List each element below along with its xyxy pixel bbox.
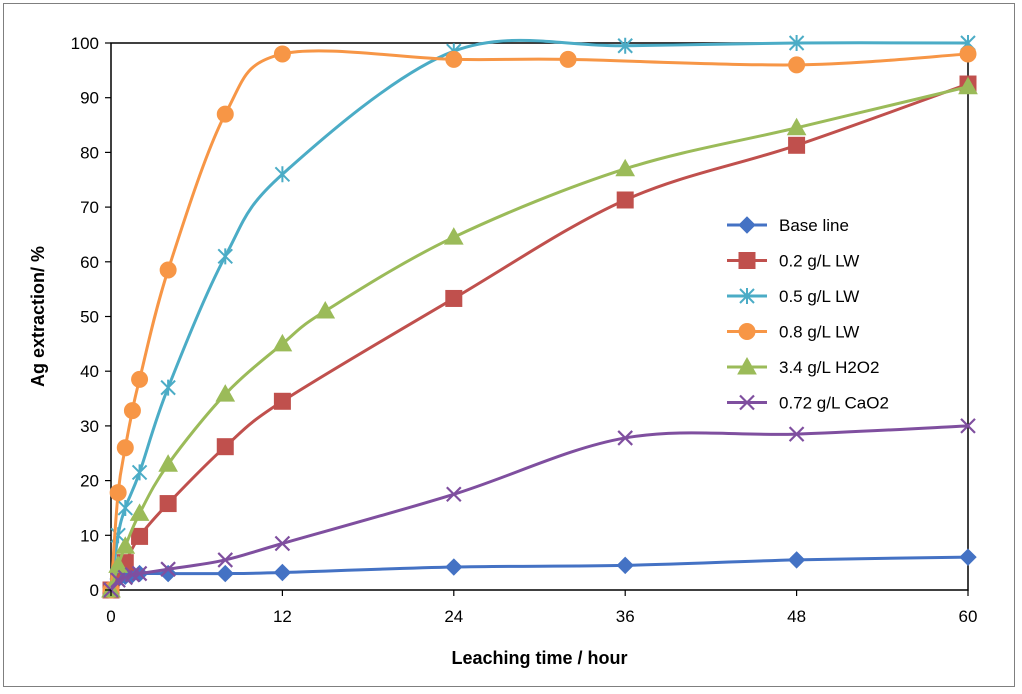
data-point [216, 105, 234, 123]
y-tick-label: 20 [80, 472, 99, 491]
legend-label: Base line [779, 216, 849, 235]
y-tick-label: 40 [80, 362, 99, 381]
data-point [617, 37, 633, 54]
legend-label: 3.4 g/L H2O2 [779, 358, 880, 377]
y-tick-label: 30 [80, 417, 99, 436]
data-point [959, 45, 977, 63]
x-tick-label: 0 [106, 607, 115, 626]
data-point [215, 384, 236, 402]
legend-item: Base line [727, 216, 849, 235]
series-3-4-g-l-h2o2 [101, 76, 978, 598]
data-point [129, 503, 150, 521]
legend-item: 3.4 g/L H2O2 [727, 356, 880, 377]
data-point [131, 370, 149, 388]
data-point [445, 289, 463, 307]
data-point [217, 552, 234, 568]
x-axis-title: Leaching time / hour [451, 648, 627, 668]
y-tick-label: 90 [80, 89, 99, 108]
axis-layer: 0 10 20 30 40 50 60 70 80 90 100 0 12 24 36 48 60 [71, 34, 978, 626]
legend-marker [739, 288, 755, 304]
data-point [443, 227, 464, 245]
data-point [617, 430, 633, 446]
series-0-72-g-l-cao2 [103, 418, 976, 598]
x-tick-label: 24 [444, 607, 463, 626]
legend-label: 0.2 g/L LW [779, 252, 859, 271]
data-point [559, 50, 577, 68]
data-point [959, 548, 977, 566]
data-point [445, 558, 463, 576]
data-point [787, 551, 806, 569]
data-point [274, 535, 291, 552]
data-point [273, 563, 292, 582]
legend: Base line 0.2 g/L LW 0.5 g/L LW 0.8 g/L LW 3… [727, 216, 889, 413]
legend-label: 0.8 g/L LW [779, 323, 859, 342]
data-point [272, 333, 293, 352]
y-tick-label: 10 [80, 526, 99, 545]
data-point [159, 261, 177, 279]
data-point [788, 35, 805, 51]
x-tick-label: 12 [273, 607, 292, 626]
y-axis-title: Ag extraction/ % [28, 246, 48, 387]
data-point [958, 76, 978, 95]
x-tick-label: 36 [616, 607, 635, 626]
legend-marker [738, 323, 756, 340]
data-point [109, 484, 127, 502]
data-point [273, 45, 291, 63]
data-point [131, 527, 149, 545]
data-point [788, 136, 806, 154]
y-tick-label: 0 [90, 581, 99, 600]
data-point [116, 439, 134, 457]
y-tick-label: 60 [80, 253, 99, 272]
data-point [788, 426, 805, 442]
y-tick-label: 100 [71, 34, 99, 53]
data-point [108, 555, 128, 573]
y-tick-label: 80 [80, 143, 99, 162]
data-point [315, 301, 336, 319]
data-point [159, 495, 177, 513]
series-layer [101, 35, 978, 599]
x-tick-label: 60 [959, 607, 978, 626]
legend-marker [738, 252, 756, 269]
series-line [109, 38, 969, 591]
data-point [115, 536, 136, 554]
data-point [616, 556, 634, 575]
legend-label: 0.5 g/L LW [779, 287, 859, 306]
data-point [960, 418, 976, 434]
data-point [160, 379, 176, 396]
legend-item: 0.2 g/L LW [727, 252, 859, 271]
legend-marker [737, 356, 757, 375]
data-point [217, 248, 233, 265]
plot-border [110, 42, 969, 591]
data-point [123, 402, 141, 420]
y-tick-label: 70 [80, 198, 99, 217]
legend-item: 0.72 g/L CaO2 [727, 394, 889, 413]
data-point [786, 117, 807, 136]
x-tick-label: 48 [787, 607, 806, 626]
data-point [445, 50, 463, 68]
data-point [158, 454, 178, 472]
legend-item: 0.5 g/L LW [727, 287, 859, 306]
data-point [788, 56, 806, 74]
data-point [446, 486, 462, 503]
data-point [616, 191, 634, 209]
legend-label: 0.72 g/L CaO2 [779, 394, 889, 413]
data-point [274, 166, 291, 183]
data-point [160, 561, 176, 577]
legend-item: 0.8 g/L LW [727, 323, 859, 342]
data-point [216, 564, 234, 583]
data-point [216, 438, 234, 456]
legend-marker [739, 394, 755, 411]
data-point [117, 499, 133, 516]
y-tick-label: 50 [80, 308, 99, 327]
plot-area [110, 42, 969, 591]
data-point [615, 158, 636, 177]
data-point [131, 565, 148, 582]
data-point [273, 392, 291, 410]
data-point [131, 464, 148, 481]
legend-marker [738, 216, 756, 234]
